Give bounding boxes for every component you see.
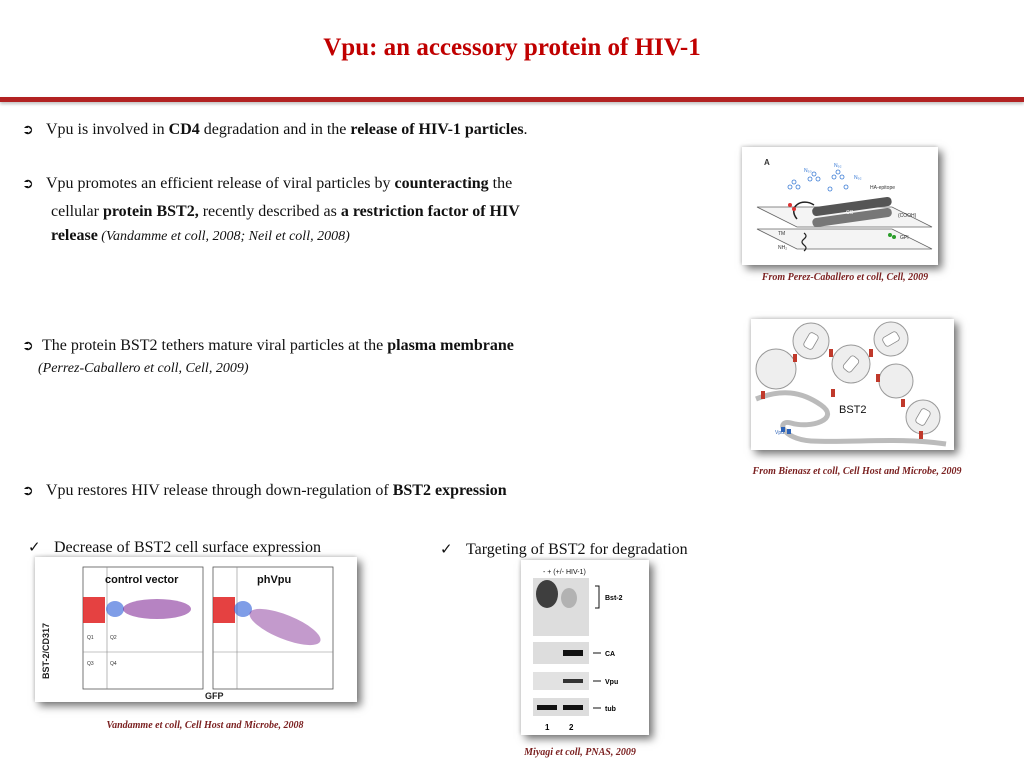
citation: (Vandamme et coll, 2008; Neil et coll, 2…	[97, 229, 350, 244]
bullet-cd4: ➲ Vpu is involved in CD4 degradation and …	[22, 120, 722, 140]
cc-label: CC	[846, 210, 854, 216]
nh2-label: NH₂	[778, 245, 787, 251]
quadrant-label: Q1	[87, 635, 94, 641]
band-label: Bst-2	[605, 595, 623, 602]
bst2-topology-figure: A CC N₅₀ N₉₂ N₉₂ HA-epitope (COOH) GPI T…	[742, 147, 938, 265]
panel-label: A	[764, 158, 770, 167]
bst2-label: BST2	[839, 404, 867, 416]
bullet-text: .	[523, 121, 528, 138]
western-blot: - + (+/- HIV-1) Bst-2 CA Vpu tub 1 2	[533, 569, 623, 732]
figure-b-caption: From Bienasz et coll, Cell Host and Micr…	[752, 466, 962, 477]
lane-label: 2	[569, 723, 574, 732]
blot-header: - + (+/- HIV-1)	[543, 569, 586, 576]
bullet-bold: release	[51, 227, 98, 244]
checkmark-icon: ✓	[28, 538, 41, 556]
facs-y-axis-label: BST-2/CD317	[41, 623, 51, 679]
facs-caption: Vandamme et coll, Cell Host and Microbe,…	[106, 720, 304, 731]
quadrant-label: Q4	[110, 661, 117, 667]
bullet-text: cellular	[51, 203, 103, 220]
bullet-text: Vpu restores HIV release through down-re…	[46, 482, 393, 499]
bullet-plasma-membrane: ➲ The protein BST2 tethers mature viral p…	[22, 336, 682, 379]
band-label: CA	[605, 651, 615, 658]
bullet-bold: counteracting	[394, 175, 489, 192]
check-item-surface: ✓ Decrease of BST2 cell surface expressio…	[28, 538, 321, 557]
tm-label: TM	[778, 231, 785, 237]
slide-title: Vpu: an accessory protein of HIV-1	[323, 34, 701, 61]
bullet-bold: plasma membrane	[387, 337, 514, 354]
facs-figure: BST-2/CD317 GFP control vector Q1 Q2 Q3 …	[35, 557, 357, 702]
vpu-label: Vpu	[775, 430, 784, 436]
bullet-bold: a restriction factor of HIV	[340, 203, 520, 220]
citation: (Perrez-Caballero et coll, Cell, 2009)	[38, 361, 249, 376]
blot-caption: Miyagi et coll, PNAS, 2009	[524, 747, 636, 758]
bullet-text: The protein BST2 tethers mature viral pa…	[42, 337, 388, 354]
bst2-topology-diagram: A CC N₅₀ N₉₂ N₉₂ HA-epitope (COOH) GPI T…	[756, 158, 933, 252]
quadrant-label: Q3	[87, 661, 94, 667]
arrow-bullet-icon: ➲	[22, 483, 34, 499]
checkmark-icon: ✓	[440, 540, 453, 558]
bullet-text: Vpu is involved in	[46, 121, 169, 138]
cooh-label: (COOH)	[898, 213, 917, 219]
gpi-label: GPI	[900, 235, 909, 241]
facs-panel-control: control vector Q1 Q2 Q3 Q4	[82, 566, 204, 690]
band-label: Vpu	[605, 679, 618, 686]
bullet-bold: release of HIV-1 particles	[350, 121, 524, 138]
arrow-bullet-icon: ➲	[22, 176, 34, 192]
arrow-bullet-icon: ➲	[22, 338, 34, 354]
bullet-bst2-expression: ➲ Vpu restores HIV release through down-r…	[22, 481, 702, 501]
glycosylation-label: N₅₀	[804, 168, 812, 174]
check-text: Targeting of BST2 for degradation	[466, 541, 688, 558]
facs-panel-title: phVpu	[257, 574, 291, 586]
facs-panel-title: control vector	[105, 574, 179, 586]
facs-plots: BST-2/CD317 GFP control vector Q1 Q2 Q3 …	[41, 566, 334, 701]
lane-label: 1	[545, 723, 550, 732]
facs-panel-vpu: phVpu	[212, 566, 334, 690]
bullet-bold: protein BST2,	[102, 203, 199, 220]
bullet-text: Vpu promotes an efficient release of vir…	[46, 175, 395, 192]
glycosylation-label: N₉₂	[854, 175, 862, 181]
quadrant-label: Q2	[110, 635, 117, 641]
bullet-bold: BST2 expression	[392, 482, 507, 499]
tethered-virions-diagram: BST2 Vpu	[755, 321, 947, 447]
band-label: tub	[605, 706, 616, 713]
glycosylation-label: N₉₂	[834, 163, 842, 169]
tethered-virions-figure: BST2 Vpu	[751, 319, 954, 450]
bullet-text: recently described as	[198, 203, 341, 220]
check-text: Decrease of BST2 cell surface expression	[54, 539, 321, 556]
western-blot-figure: - + (+/- HIV-1) Bst-2 CA Vpu tub 1 2	[521, 560, 649, 735]
facs-x-axis-label: GFP	[205, 691, 224, 701]
arrow-bullet-icon: ➲	[22, 122, 34, 138]
bullet-text: degradation and in the	[199, 121, 351, 138]
bullet-bold: CD4	[168, 121, 200, 138]
figure-a-caption: From Perez-Caballero et coll, Cell, 2009	[761, 272, 929, 283]
bullet-text: the	[488, 175, 513, 192]
title-divider	[0, 97, 1024, 102]
check-item-degradation: ✓ Targeting of BST2 for degradation	[440, 540, 688, 559]
bullet-bst2-counteract: ➲ Vpu promotes an efficient release of vi…	[22, 174, 662, 247]
ha-epitope-label: HA-epitope	[870, 185, 895, 191]
